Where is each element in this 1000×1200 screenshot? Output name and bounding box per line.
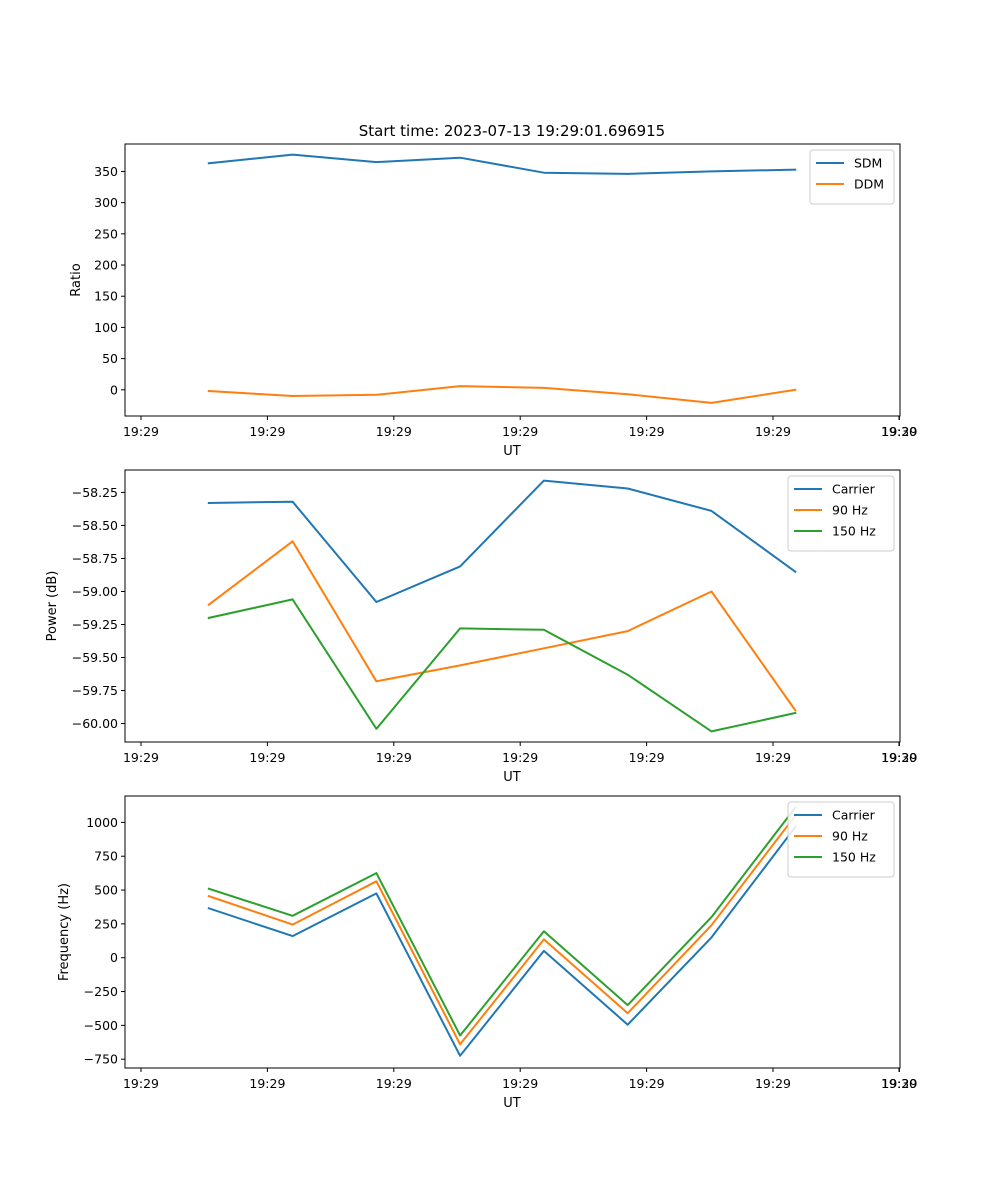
y-axis-label: Power (dB) xyxy=(45,571,60,642)
legend-label: DDM xyxy=(854,177,884,192)
y-tick-label: −750 xyxy=(84,1052,118,1067)
x-axis-label: UT xyxy=(503,1096,521,1111)
x-tick-label: 19:29 xyxy=(755,1076,791,1091)
y-tick-label: −58.50 xyxy=(72,518,118,533)
y-tick-label: −60.00 xyxy=(72,716,118,731)
legend: Carrier 90 Hz 150 Hz xyxy=(787,801,895,878)
x-tick-label: 19:29 xyxy=(502,1076,538,1091)
y-tick-label: 100 xyxy=(94,320,118,335)
x-tick-label: 19:29 xyxy=(881,750,917,765)
y-tick-label: 750 xyxy=(94,849,118,864)
x-tick-label: 19:29 xyxy=(629,750,665,765)
y-axis-label: Frequency (Hz) xyxy=(57,883,72,981)
x-tick-label: 19:29 xyxy=(629,424,665,439)
x-tick-label: 19:30 xyxy=(881,750,917,765)
plot-frame xyxy=(124,469,901,743)
legend-label: 90 Hz xyxy=(832,829,868,844)
plot-frame xyxy=(124,795,901,1069)
legend-label: Carrier xyxy=(832,808,876,823)
x-tick-label: 19:29 xyxy=(376,424,412,439)
y-tick-label: −59.00 xyxy=(72,584,118,599)
series-line-sdm xyxy=(207,153,797,175)
legend-box xyxy=(787,475,895,552)
x-tick-label: 19:29 xyxy=(376,750,412,765)
y-tick-label: 50 xyxy=(102,351,118,366)
y-axis-label: Ratio xyxy=(69,263,84,296)
y-tick-label: −58.25 xyxy=(72,485,118,500)
y-tick-label: 250 xyxy=(94,226,118,241)
series-line-ddm xyxy=(207,385,797,404)
x-tick-label: 19:29 xyxy=(123,750,159,765)
y-tick-label: −500 xyxy=(84,1018,118,1033)
series-line-90-hz xyxy=(207,540,797,712)
x-tick-label: 19:30 xyxy=(881,1076,917,1091)
y-tick-label: −58.75 xyxy=(72,551,118,566)
series-line-150-hz xyxy=(207,598,797,733)
legend: Carrier 90 Hz 150 Hz xyxy=(787,475,895,552)
chart-panel-3: −750 −500 −250 0 250 500 750 1000 19:29 19:29 19:2… xyxy=(57,795,917,1111)
series-line-150-hz xyxy=(207,806,797,1037)
x-axis-label: UT xyxy=(503,444,521,459)
y-tick-label: 500 xyxy=(94,883,118,898)
y-tick-label: −250 xyxy=(84,984,118,999)
x-tick-label: 19:30 xyxy=(881,424,917,439)
series-line-carrier xyxy=(207,825,797,1057)
legend-label: SDM xyxy=(854,156,882,171)
series-line-90-hz xyxy=(207,814,797,1046)
x-tick-label: 19:29 xyxy=(755,424,791,439)
x-axis-label: UT xyxy=(503,770,521,785)
x-tick-label: 19:29 xyxy=(881,424,917,439)
y-tick-label: 300 xyxy=(94,195,118,210)
y-tick-label: −59.50 xyxy=(72,650,118,665)
x-tick-label: 19:29 xyxy=(755,750,791,765)
y-tick-label: 350 xyxy=(94,164,118,179)
y-tick-label: 0 xyxy=(110,382,118,397)
x-tick-label: 19:29 xyxy=(249,424,285,439)
legend-box xyxy=(787,801,895,878)
chart-panel-2: −60.00 −59.75 −59.50 −59.25 −59.00 −58.75 −58.… xyxy=(45,469,917,785)
x-tick-label: 19:29 xyxy=(502,424,538,439)
y-tick-label: −59.25 xyxy=(72,617,118,632)
y-tick-label: 200 xyxy=(94,258,118,273)
legend-label: 90 Hz xyxy=(832,503,868,518)
y-tick-label: 0 xyxy=(110,950,118,965)
legend-label: 150 Hz xyxy=(832,850,876,865)
legend: SDM DDM xyxy=(809,149,895,205)
y-tick-label: 150 xyxy=(94,289,118,304)
x-tick-label: 19:29 xyxy=(376,1076,412,1091)
x-tick-label: 19:29 xyxy=(629,1076,665,1091)
legend-label: 150 Hz xyxy=(832,524,876,539)
plot-frame xyxy=(124,143,901,417)
y-tick-label: 1000 xyxy=(86,815,118,830)
x-tick-label: 19:29 xyxy=(249,1076,285,1091)
y-tick-label: 250 xyxy=(94,916,118,931)
series-line-carrier xyxy=(207,479,797,603)
x-tick-label: 19:29 xyxy=(123,1076,159,1091)
x-tick-label: 19:29 xyxy=(123,424,159,439)
y-tick-label: −59.75 xyxy=(72,683,118,698)
x-tick-label: 19:29 xyxy=(249,750,285,765)
figure-title: Start time: 2023-07-13 19:29:01.696915 xyxy=(359,122,665,140)
chart-panel-1: 0 50 100 150 200 250 300 350 19:29 19:29 19:29 19:2… xyxy=(69,143,917,459)
x-tick-label: 19:29 xyxy=(502,750,538,765)
x-tick-label: 19:29 xyxy=(881,1076,917,1091)
legend-label: Carrier xyxy=(832,482,876,497)
